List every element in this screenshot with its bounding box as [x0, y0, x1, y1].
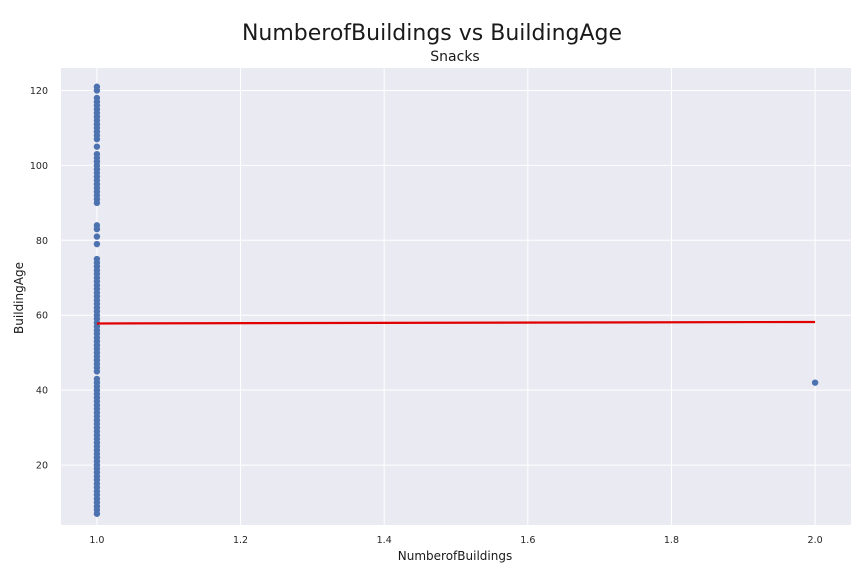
data-point [93, 135, 101, 143]
y-tick-label: 60 [36, 311, 48, 322]
data-point [93, 368, 101, 375]
y-tick-label: 20 [36, 461, 48, 472]
y-axis-label: BuildingAge [12, 262, 26, 334]
x-tick-label: 1.2 [233, 535, 248, 546]
data-point [93, 143, 101, 150]
x-tick-label: 1.6 [520, 535, 535, 546]
y-tick-label: 40 [36, 386, 48, 397]
grid-lines [61, 68, 851, 525]
data-point [93, 233, 101, 240]
plot-area [61, 68, 851, 525]
data-point [93, 240, 101, 248]
data-point [811, 379, 819, 386]
y-axis-ticks: 20 40 60 80 100 120 [30, 86, 48, 472]
x-axis-ticks: 1.0 1.2 1.4 1.6 1.8 2.0 [89, 535, 822, 546]
x-tick-label: 1.4 [377, 535, 392, 546]
chart-subtitle: Snacks [430, 49, 479, 65]
data-points [93, 83, 819, 517]
data-point [93, 225, 101, 233]
data-point [93, 87, 101, 94]
regression-line [96, 320, 816, 325]
x-tick-label: 2.0 [808, 535, 823, 546]
y-tick-label: 120 [30, 86, 48, 97]
y-tick-label: 80 [36, 236, 48, 247]
y-tick-label: 100 [30, 161, 48, 172]
chart-title: NumberofBuildings vs BuildingAge [242, 21, 622, 46]
data-point [93, 199, 101, 207]
x-axis-label: NumberofBuildings [398, 549, 512, 563]
x-tick-label: 1.0 [89, 535, 104, 546]
x-tick-label: 1.8 [664, 535, 679, 546]
data-point [93, 510, 101, 517]
